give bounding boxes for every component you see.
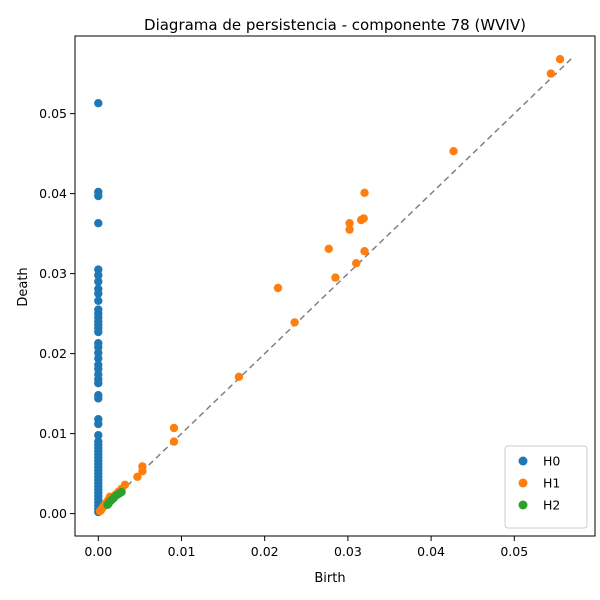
x-tick-label: 0.03 [334, 544, 362, 559]
legend-label-h2: H2 [543, 498, 560, 513]
y-tick-label: 0.01 [39, 426, 67, 441]
point-h0 [94, 219, 103, 228]
point-h0 [94, 327, 103, 337]
point-h1 [95, 507, 105, 516]
legend-marker-h1 [518, 478, 528, 488]
legend-marker-h2 [518, 500, 528, 510]
x-tick-label: 0.05 [500, 544, 528, 559]
y-tick-label: 0.02 [39, 346, 67, 361]
point-h1 [324, 244, 333, 253]
point-h1 [345, 225, 354, 234]
series-h1 [95, 55, 565, 516]
point-h1 [133, 472, 142, 481]
y-tick-label: 0.00 [39, 506, 67, 521]
diagonal-line [97, 57, 574, 515]
y-tick-label: 0.03 [39, 266, 67, 281]
x-axis-label: Birth [314, 571, 345, 586]
series-h0 [94, 99, 103, 517]
point-h0 [94, 99, 103, 108]
y-tick-label: 0.05 [39, 106, 67, 121]
y-tick-label: 0.04 [39, 186, 67, 201]
x-tick-label: 0.00 [84, 544, 112, 559]
point-h0 [94, 379, 103, 388]
plot-frame [74, 35, 596, 537]
point-h1 [360, 188, 369, 197]
point-h1 [546, 69, 556, 78]
y-axis: 0.00 0.01 0.02 0.03 0.04 0.05 [39, 106, 75, 521]
legend: H0 H1 H2 [504, 445, 588, 529]
y-axis-label: Death [16, 267, 31, 306]
plot-area [94, 55, 574, 517]
point-h0 [94, 191, 103, 201]
point-h1 [360, 247, 369, 256]
point-h1 [345, 219, 354, 228]
point-h1 [234, 372, 244, 381]
legend-label-h1: H1 [543, 476, 560, 491]
legend-marker-h0 [518, 456, 528, 466]
point-h0 [94, 419, 103, 429]
point-h1 [273, 283, 283, 293]
point-h1 [449, 147, 458, 156]
x-tick-label: 0.01 [168, 544, 196, 559]
point-h0 [94, 354, 103, 363]
point-h0 [94, 277, 103, 286]
point-h0 [94, 296, 103, 305]
x-tick-label: 0.04 [417, 544, 445, 559]
point-h2 [103, 500, 112, 509]
x-axis: 0.00 0.01 0.02 0.03 0.04 0.05 [84, 536, 528, 559]
point-h0 [94, 431, 103, 440]
point-h1 [352, 259, 361, 268]
series-h2 [103, 487, 126, 509]
point-h1 [169, 437, 179, 446]
point-h0 [94, 289, 103, 298]
point-h1 [331, 273, 340, 282]
point-h1 [169, 423, 179, 433]
chart-title: Diagrama de persistencia - componente 78… [144, 16, 526, 34]
point-h0 [94, 271, 103, 280]
legend-label-h0: H0 [543, 454, 560, 469]
point-h1 [357, 215, 366, 225]
point-h0 [94, 394, 103, 403]
point-h1 [555, 55, 565, 64]
point-h1 [138, 467, 147, 476]
point-h1 [290, 318, 299, 327]
x-tick-label: 0.02 [251, 544, 279, 559]
